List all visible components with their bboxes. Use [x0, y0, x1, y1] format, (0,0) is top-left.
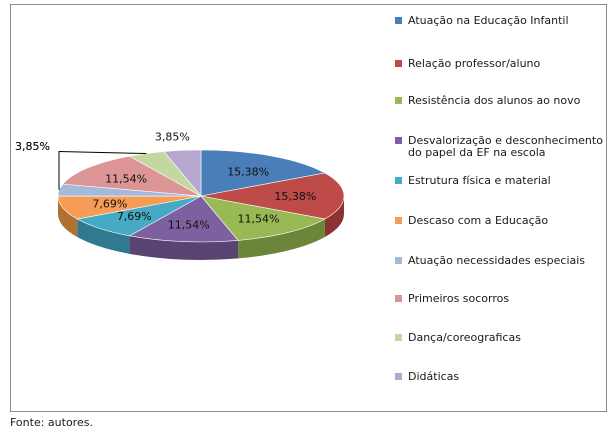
legend-swatch	[395, 97, 402, 104]
legend-label: Estrutura física e material	[408, 174, 551, 187]
chart-frame: 15,38% 15,38% 11,54% 11,54% 7,69% 7,69% 3,85% 1…	[10, 4, 607, 412]
pie-slice-atuacao-na-educacao-infantil	[200, 149, 326, 197]
legend-swatch	[395, 373, 402, 380]
pie-slice-relacao-professor-aluno	[200, 172, 345, 220]
legend-swatch	[395, 334, 402, 341]
legend-swatch	[395, 295, 402, 302]
pie-slice-resistencia-dos-alunos-ao-novo	[200, 195, 326, 241]
pie-side-estrutura-fisica-e-material	[77, 219, 130, 254]
pie-slice-desvalorizacao-e-desconhecimento-do-papel-da-ef-na-escola	[128, 195, 239, 243]
data-label-estrutura-fisica-e-material: 7,69%	[117, 210, 152, 223]
pie-side-resistencia-dos-alunos-ao-novo	[238, 218, 325, 259]
data-label-descaso-com-a-educacao: 7,69%	[92, 197, 127, 210]
pie-side-descaso-com-a-educacao	[58, 196, 78, 238]
pie-labels: 15,38% 15,38% 11,54% 11,54% 7,69%7,69% 3,85% 1…	[15, 130, 316, 231]
data-label-didaticas: 3,85%	[155, 130, 190, 143]
legend-label: Primeiros socorros	[408, 292, 510, 305]
data-label-relacao-professor-aluno: 15,38%	[274, 190, 316, 203]
data-label-atuacao-necessidades-especiais: 3,85%	[15, 140, 50, 153]
data-label-desvalorizacao-e-desconhecimento-do-papel-da-ef-na-escola: 11,54%	[168, 218, 210, 231]
pie-side-desvalorizacao-e-desconhecimento-do-papel-da-ef-na-escola	[129, 235, 239, 260]
legend-swatch	[395, 217, 402, 224]
legend-label: Resistência dos alunos ao novo	[408, 94, 581, 107]
legend-label: Atuação necessidades especiais	[408, 254, 586, 267]
legend-swatch	[395, 177, 402, 184]
data-label-resistencia-dos-alunos-ao-novo: 11,54%	[238, 213, 280, 226]
legend-swatch	[395, 137, 402, 144]
legend-swatch	[395, 257, 402, 264]
pie-chart: 15,38% 15,38% 11,54% 11,54% 7,69%7,69% 3,85% 1…	[15, 130, 345, 260]
legend-label: Relação professor/aluno	[408, 57, 541, 70]
pie-side-relacao-professor-aluno	[324, 196, 344, 237]
pie-sides	[58, 196, 344, 260]
leader-line	[58, 150, 147, 155]
data-label-primeiros-socorros: 11,54%	[105, 173, 147, 186]
legend-swatch	[395, 17, 402, 24]
source-note: Fonte: autores.	[10, 416, 93, 429]
legend-label: Dança/coreograficas	[408, 331, 521, 344]
pie-slice-primeiros-socorros	[62, 155, 202, 197]
pie-slices	[57, 149, 345, 243]
data-label-danca-coreograficas: 3,85%	[15, 140, 50, 153]
legend-label: Atuação na Educação Infantil	[408, 14, 569, 27]
data-label-atuacao-na-educacao-infantil: 15,38%	[227, 165, 269, 178]
legend-label: Didáticas	[408, 370, 460, 383]
legend-label: Desvalorização e desconhecimento do pape…	[408, 134, 603, 159]
legend-label: Descaso com a Educação	[408, 214, 549, 227]
pie-slice-didaticas	[163, 149, 202, 197]
legend-swatch	[395, 60, 402, 67]
